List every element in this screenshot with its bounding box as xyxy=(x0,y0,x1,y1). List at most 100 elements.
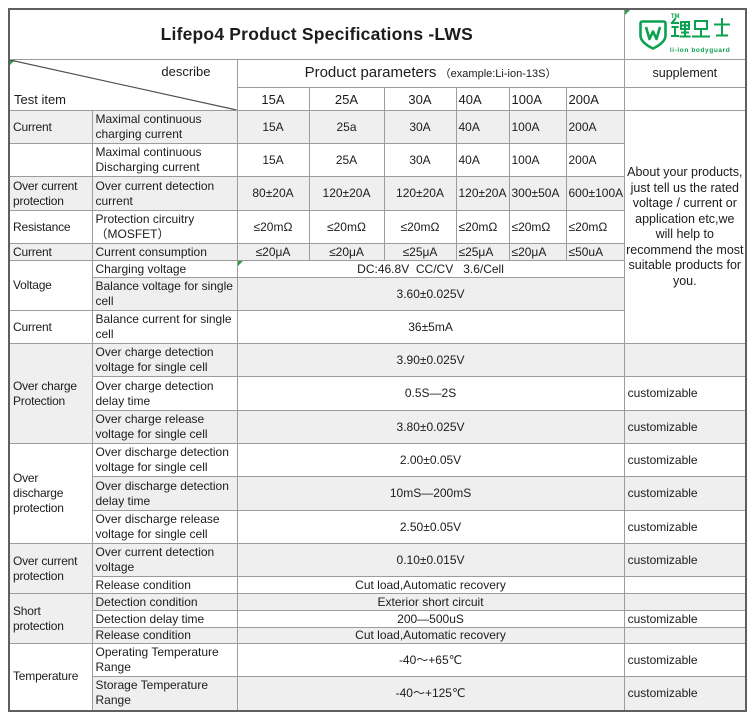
spec-value-merged: 3.60±0.025V xyxy=(236,277,625,311)
spec-description: Detection delay time xyxy=(91,610,238,628)
spec-value: 15A xyxy=(236,143,310,177)
supplement-cell xyxy=(623,593,747,611)
spec-description: Over current detection voltage xyxy=(91,543,238,577)
spec-description: Over charge detection voltage for single… xyxy=(91,343,238,377)
spec-value-merged: 2.50±0.05V xyxy=(236,510,625,544)
spec-row: Temperature Operating Temperature Range -4… xyxy=(8,643,747,711)
spec-row: Resistance Protection circuitry （MOSFET） ≤… xyxy=(8,210,746,244)
spec-row: Over current protection Over current dete… xyxy=(8,543,747,594)
spec-value: ≤25μA xyxy=(455,243,510,261)
spec-row: Short protection Detection condition Exter… xyxy=(8,593,747,644)
supplement-cell: customizable xyxy=(623,410,747,444)
test-item-group-label: Temperature xyxy=(8,643,93,711)
spec-value: 40A xyxy=(455,143,510,177)
spec-value: 40A xyxy=(455,110,510,144)
spec-value: ≤20mΩ xyxy=(455,210,510,244)
supplement-cell xyxy=(623,627,747,644)
brand-cn-glyphs xyxy=(670,17,730,38)
spec-row: Over charge release voltage for single c… xyxy=(9,410,747,444)
column-header-200a: 200A xyxy=(565,87,625,111)
brand-logo: TM li-ion bodyguard xyxy=(627,11,744,58)
supplement-cell xyxy=(623,576,747,594)
supplement-cell: customizable xyxy=(623,376,747,411)
test-item-group-label: Current xyxy=(8,243,93,261)
supplement-cell: customizable xyxy=(623,476,747,511)
spec-value: 100A xyxy=(508,110,567,144)
spec-value: 120±20A xyxy=(383,176,457,211)
spec-row: Over charge detection delay time 0.5S—2S c… xyxy=(9,376,747,411)
spec-value-merged: 3.90±0.025V xyxy=(236,343,625,377)
column-header-25a: 25A xyxy=(308,87,385,111)
trademark-label: TM xyxy=(670,14,680,20)
describe-label: describe xyxy=(161,64,211,79)
spec-description: Charging voltage xyxy=(91,260,238,278)
test-item-group-label: Over charge Protection xyxy=(8,343,93,444)
spec-description: Maximal continuous Discharging current xyxy=(91,143,238,177)
spec-row: Over discharge release voltage for singl… xyxy=(9,510,747,544)
title-row: Lifepo4 Product Specifications -LWS TM xyxy=(8,8,747,60)
spec-row: Current Balance current for single cell 36… xyxy=(8,310,746,344)
spec-description: Operating Temperature Range xyxy=(91,643,238,677)
spec-value: ≤25μA xyxy=(383,243,457,261)
spec-row: Release condition Cut load,Automatic reco… xyxy=(9,576,747,594)
spec-row: Over current protection Over current dete… xyxy=(8,176,746,211)
spec-value: 200A xyxy=(565,143,625,177)
spec-value-merged: 2.00±0.05V xyxy=(236,443,625,477)
supplement-header: supplement xyxy=(623,59,747,88)
spec-row: Voltage Charging voltage DC:46.8V CC/CV 3.… xyxy=(8,260,746,311)
spec-value: 600±100A xyxy=(565,176,625,211)
spec-value-merged: 36±5mA xyxy=(236,310,625,344)
spec-description: Detection condition xyxy=(91,593,238,611)
test-item-group-label: Over current protection xyxy=(8,176,93,211)
spec-row: Over charge Protection Over charge detect… xyxy=(8,343,747,444)
spec-value-merged: Cut load,Automatic recovery xyxy=(236,627,625,644)
spec-value: ≤20μA xyxy=(236,243,310,261)
spec-value: 15A xyxy=(236,110,310,144)
column-header-40a: 40A xyxy=(455,87,510,111)
spec-description: Balance current for single cell xyxy=(91,310,238,344)
spec-value: 300±50A xyxy=(508,176,567,211)
test-item-group-label: Short protection xyxy=(8,593,93,644)
spec-value: ≤50uA xyxy=(565,243,625,261)
spec-value: 120±20A xyxy=(455,176,510,211)
spec-value-merged: Cut load,Automatic recovery xyxy=(236,576,625,594)
spec-value: ≤20mΩ xyxy=(236,210,310,244)
test-item-group-label: Current xyxy=(8,310,93,344)
spec-value-merged: 200—500uS xyxy=(236,610,625,628)
spec-value: 200A xyxy=(565,110,625,144)
spec-value: 25a xyxy=(308,110,385,144)
brand-shield-icon xyxy=(639,19,667,50)
test-item-group-label: Over current protection xyxy=(8,543,93,594)
spec-value: ≤20mΩ xyxy=(383,210,457,244)
spec-value: 100A xyxy=(508,143,567,177)
spec-description: Over discharge detection delay time xyxy=(91,476,238,511)
spec-value-merged: 3.80±0.025V xyxy=(236,410,625,444)
spec-description: Release condition xyxy=(91,576,238,594)
spec-value: 30A xyxy=(383,143,457,177)
spec-description: Release condition xyxy=(91,627,238,644)
spec-value: 80±20A xyxy=(236,176,310,211)
page-title: Lifepo4 Product Specifications -LWS xyxy=(8,8,625,60)
test-item-label: Test item xyxy=(14,92,67,107)
spec-description: Balance voltage for single cell xyxy=(91,277,238,311)
spec-description: Over discharge detection voltage for sin… xyxy=(91,443,238,477)
diagonal-divider xyxy=(10,60,236,110)
spec-value: ≤20mΩ xyxy=(565,210,625,244)
spec-table: Lifepo4 Product Specifications -LWS TM xyxy=(8,8,748,712)
supplement-cell xyxy=(623,343,747,377)
spec-value-merged: 0.5S—2S xyxy=(236,376,625,411)
spec-value: 25A xyxy=(308,143,385,177)
supplement-note: About your products, just tell us the ra… xyxy=(623,110,747,344)
column-header-30a: 30A xyxy=(383,87,457,111)
spec-value: ≤20mΩ xyxy=(308,210,385,244)
spec-row: Over discharge protection Over discharge … xyxy=(8,443,747,544)
spec-value: 120±20A xyxy=(308,176,385,211)
supplement-header-spacer xyxy=(623,87,747,111)
spec-row: Storage Temperature Range -40～+125℃ custom… xyxy=(9,676,747,711)
amp-columns-row: 15A 25A 30A 40A 100A 200A xyxy=(9,87,747,111)
spec-value-merged: -40～+125℃ xyxy=(236,676,625,711)
spec-value: ≤20mΩ xyxy=(508,210,567,244)
test-item-group-label: Current xyxy=(8,110,93,144)
supplement-cell: customizable xyxy=(623,676,747,711)
